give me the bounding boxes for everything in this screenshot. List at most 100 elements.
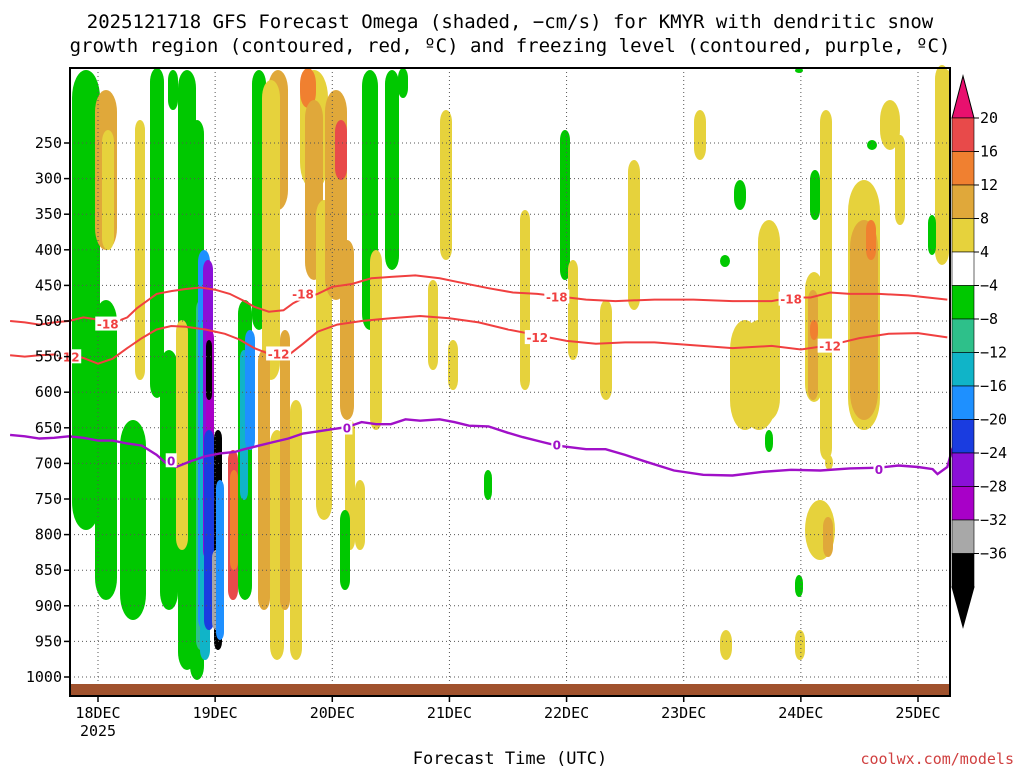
y-tick-label: 750 (35, 490, 62, 508)
omega-shade-cell (795, 630, 805, 660)
colorbar-top-arrow (951, 74, 975, 119)
colorbar-label: 12 (980, 176, 998, 194)
plot-frame (69, 67, 951, 697)
omega-shade-cell (168, 70, 178, 110)
contour-zero (9, 418, 963, 477)
omega-shade-cell (280, 330, 290, 610)
colorbar-label: −24 (980, 444, 1007, 462)
omega-shade-cell (808, 290, 818, 400)
y-tick-label: 550 (35, 348, 62, 366)
omega-shade-cell (810, 320, 818, 340)
omega-shade-cell (120, 420, 146, 620)
omega-shade-cell (880, 100, 900, 150)
omega-shade-cell (720, 630, 732, 660)
omega-shade-cell (428, 280, 438, 370)
contour-label-zero: 0 (167, 454, 175, 468)
omega-shade-cell (216, 480, 224, 640)
omega-shade-cell (385, 70, 399, 270)
y-tick-label: 800 (35, 526, 62, 544)
omega-shade-cell (150, 68, 164, 398)
omega-shade-cell (628, 160, 640, 310)
colorbar-label: 16 (980, 143, 998, 161)
contour-label-minus12-bg (266, 346, 292, 361)
omega-shade-cell (795, 575, 803, 597)
y-tick-label: 250 (35, 134, 62, 152)
contour-label-zero: 0 (875, 463, 883, 477)
y-tick-label: 350 (35, 205, 62, 223)
colorbar-label: 8 (980, 210, 989, 228)
omega-shade-cell (810, 170, 820, 220)
omega-shade-cell (176, 320, 188, 550)
omega-shade-cell (448, 340, 458, 390)
contour-label-minus12: -12 (526, 331, 548, 345)
colorbar-bottom-arrow (951, 586, 975, 629)
colorbar-swatch (951, 519, 975, 554)
colorbar-swatch (951, 251, 975, 286)
colorbar-label: −28 (980, 478, 1007, 496)
colorbar-label: −12 (980, 344, 1007, 362)
credit-text: coolwx.com/models (860, 750, 1014, 768)
omega-shade-cell (928, 215, 936, 255)
chart-title-line-2: growth region (contoured, red, ºC) and f… (70, 35, 951, 57)
contour-minus18 (10, 274, 948, 326)
gridlines (70, 68, 950, 696)
omega-shade-cell (765, 430, 773, 452)
contour-label-zero-bg (551, 437, 563, 452)
omega-shade-cell (694, 110, 706, 160)
omega-shade-cell (825, 455, 833, 470)
omega-shade-cell (245, 330, 255, 450)
omega-shade-cell (560, 130, 570, 280)
omega-shade-cell (340, 240, 354, 420)
y-tick-label: 400 (35, 241, 62, 259)
omega-shade-cell (895, 135, 905, 225)
colorbar-label: −36 (980, 545, 1007, 563)
x-tick-label: 21DEC (427, 704, 472, 722)
chart-title-line-1: 2025121718 GFS Forecast Omega (shaded, −… (87, 11, 934, 33)
omega-shade-cell (398, 68, 408, 98)
omega-shade-cell (600, 300, 612, 400)
omega-shade-cell (484, 470, 492, 500)
contour-label-minus12-bg (817, 338, 843, 353)
contour-label-zero-bg (165, 453, 177, 468)
colorbar-swatch (951, 285, 975, 320)
colorbar-swatch (951, 184, 975, 219)
omega-shade-cell (355, 480, 365, 550)
colorbar-label: 4 (980, 243, 989, 261)
colorbar-label: −16 (980, 377, 1007, 395)
omega-shade-cell (230, 470, 238, 570)
omega-shade-cell (300, 68, 316, 108)
omega-shade-cell (867, 140, 877, 150)
colorbar-swatch (951, 352, 975, 387)
colorbar-label: −8 (980, 310, 998, 328)
omega-shade-cell (258, 350, 270, 610)
colorbar: 20 16 12 8 4 −4 −8 −12 −16 −20 −24 −28 −32 −36 (951, 74, 1007, 629)
y-tick-label: 950 (35, 632, 62, 650)
omega-shade-cell (795, 68, 803, 73)
y-tick-label: 600 (35, 383, 62, 401)
contour-label-minus18-bg (778, 291, 804, 306)
x-tick-sublabel: 2025 (80, 722, 116, 740)
omega-shade-cell (335, 120, 347, 180)
contour-label-minus18: -18 (292, 288, 314, 302)
omega-shade-cell (102, 130, 114, 250)
y-tick-label: 300 (35, 170, 62, 188)
contour-label-zero: 0 (553, 439, 561, 453)
omega-shade-cell (135, 120, 145, 380)
omega-shade-cell (95, 300, 117, 600)
colorbar-label: −4 (980, 277, 998, 295)
colorbar-swatch (951, 318, 975, 353)
omega-shade-cell (520, 210, 530, 390)
terrain-band (70, 684, 950, 696)
omega-shade-cell (734, 180, 746, 210)
contour-label-minus18-bg (544, 289, 570, 304)
colorbar-swatch (951, 151, 975, 186)
y-tick-label: 900 (35, 597, 62, 615)
x-tick-label: 25DEC (895, 704, 940, 722)
contour-label-minus18: -18 (97, 318, 119, 332)
colorbar-label: −20 (980, 411, 1007, 429)
colorbar-swatch (951, 553, 975, 588)
colorbar-swatch (951, 218, 975, 253)
contour-label-minus12-bg (524, 330, 550, 345)
